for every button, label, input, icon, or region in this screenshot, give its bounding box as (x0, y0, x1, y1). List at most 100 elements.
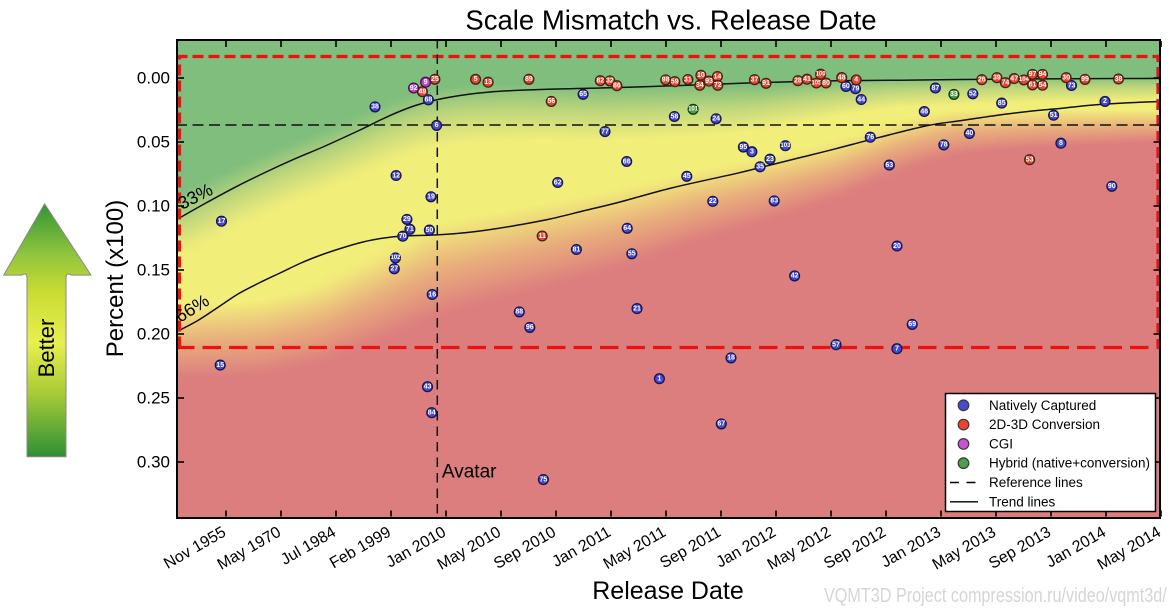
svg-text:15: 15 (216, 362, 224, 369)
svg-text:37: 37 (751, 77, 759, 84)
svg-text:97: 97 (1029, 71, 1037, 78)
svg-text:Sep 2013: Sep 2013 (986, 524, 1054, 573)
svg-text:100: 100 (816, 72, 827, 78)
svg-text:May 2011: May 2011 (601, 524, 669, 573)
svg-text:99: 99 (1081, 76, 1089, 83)
svg-text:58: 58 (671, 113, 679, 120)
svg-text:86: 86 (613, 83, 621, 90)
svg-text:Avatar: Avatar (442, 462, 497, 483)
svg-text:0.20: 0.20 (137, 325, 170, 344)
svg-text:6: 6 (435, 122, 439, 129)
svg-text:41: 41 (803, 76, 811, 83)
svg-text:Percent (x100): Percent (x100) (102, 200, 129, 357)
svg-text:83: 83 (770, 198, 778, 205)
svg-text:Natively Captured: Natively Captured (989, 398, 1096, 413)
svg-text:80: 80 (822, 80, 830, 87)
svg-text:88: 88 (515, 309, 523, 316)
svg-text:39: 39 (993, 75, 1001, 82)
svg-text:87: 87 (932, 85, 940, 92)
svg-text:68: 68 (425, 97, 433, 104)
svg-text:32: 32 (606, 78, 614, 85)
svg-text:70: 70 (399, 233, 407, 240)
svg-text:62: 62 (554, 179, 562, 186)
svg-text:42: 42 (791, 273, 799, 280)
svg-text:89: 89 (525, 76, 533, 83)
svg-text:85: 85 (998, 100, 1006, 107)
svg-text:0.15: 0.15 (137, 261, 170, 280)
svg-text:46: 46 (920, 108, 928, 115)
svg-text:74: 74 (1002, 80, 1010, 87)
svg-text:84: 84 (428, 410, 436, 417)
svg-text:35: 35 (756, 164, 764, 171)
svg-text:55: 55 (628, 251, 636, 258)
svg-text:Hybrid (native+conversion): Hybrid (native+conversion) (989, 456, 1150, 471)
svg-text:102: 102 (390, 255, 401, 261)
svg-text:May 1970: May 1970 (215, 524, 284, 574)
svg-text:17: 17 (218, 218, 226, 225)
svg-text:77: 77 (601, 128, 609, 135)
svg-text:29: 29 (403, 216, 411, 223)
svg-text:May 2013: May 2013 (930, 524, 999, 574)
svg-text:73: 73 (1068, 82, 1076, 89)
svg-text:61: 61 (1029, 82, 1037, 89)
svg-text:40: 40 (966, 130, 974, 137)
svg-text:Sep 2011: Sep 2011 (657, 524, 724, 572)
svg-text:0.00: 0.00 (137, 69, 170, 88)
svg-text:94: 94 (1039, 71, 1047, 78)
svg-text:45: 45 (683, 173, 691, 180)
svg-text:54: 54 (1039, 82, 1047, 89)
svg-text:82: 82 (596, 78, 604, 85)
svg-text:Better: Better (34, 319, 59, 378)
svg-text:3: 3 (750, 149, 754, 156)
svg-text:Release Date: Release Date (592, 577, 743, 605)
svg-text:101: 101 (688, 107, 699, 113)
svg-text:5: 5 (474, 76, 478, 83)
svg-text:CGI: CGI (989, 436, 1013, 451)
svg-text:78: 78 (940, 142, 948, 149)
svg-text:30: 30 (1062, 75, 1070, 82)
svg-text:Reference lines: Reference lines (989, 475, 1083, 490)
svg-text:14: 14 (714, 73, 722, 80)
svg-text:92: 92 (410, 85, 418, 92)
svg-text:VQMT3D Project compression.ru/: VQMT3D Project compression.ru/video/vqmt… (824, 584, 1168, 606)
svg-text:103: 103 (780, 143, 791, 149)
svg-text:18: 18 (727, 355, 735, 362)
svg-text:76: 76 (866, 134, 874, 141)
svg-text:13: 13 (484, 79, 492, 86)
svg-text:25: 25 (431, 76, 439, 83)
svg-text:98: 98 (662, 77, 670, 84)
svg-text:Sep 2010: Sep 2010 (491, 524, 559, 573)
svg-text:93: 93 (705, 78, 713, 85)
svg-text:60: 60 (842, 83, 850, 90)
svg-text:57: 57 (832, 342, 840, 349)
svg-text:0.10: 0.10 (137, 197, 170, 216)
svg-text:53: 53 (1026, 157, 1034, 164)
svg-text:24: 24 (712, 116, 720, 123)
svg-text:65: 65 (579, 91, 587, 98)
svg-text:31: 31 (684, 76, 692, 83)
svg-text:23: 23 (766, 156, 774, 163)
svg-text:2: 2 (1103, 98, 1107, 105)
svg-text:90: 90 (1108, 183, 1116, 190)
svg-text:95: 95 (740, 144, 748, 151)
svg-text:4: 4 (854, 77, 858, 84)
svg-text:0.30: 0.30 (137, 453, 170, 472)
svg-text:9: 9 (424, 79, 428, 86)
svg-text:19: 19 (427, 194, 435, 201)
svg-text:52: 52 (969, 91, 977, 98)
svg-text:81: 81 (573, 246, 581, 253)
svg-text:69: 69 (908, 321, 916, 328)
svg-text:71: 71 (406, 226, 414, 233)
svg-text:44: 44 (857, 96, 865, 103)
svg-text:33: 33 (950, 91, 958, 98)
svg-text:26: 26 (978, 77, 986, 84)
svg-text:50: 50 (426, 227, 434, 234)
svg-text:48: 48 (838, 74, 846, 81)
svg-text:22: 22 (709, 198, 717, 205)
svg-text:105: 105 (811, 80, 822, 86)
svg-text:21: 21 (633, 305, 641, 312)
svg-text:67: 67 (717, 421, 725, 428)
svg-text:1: 1 (657, 376, 661, 383)
svg-text:91: 91 (762, 80, 770, 87)
svg-text:79: 79 (852, 86, 860, 93)
